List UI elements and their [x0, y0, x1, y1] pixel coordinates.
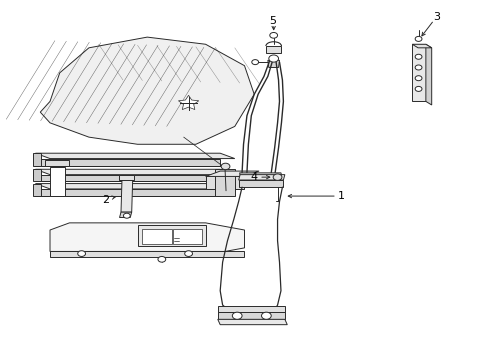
Text: 3: 3 — [432, 13, 439, 22]
Polygon shape — [411, 44, 431, 48]
Bar — [172, 229, 201, 244]
Polygon shape — [205, 176, 244, 189]
Polygon shape — [217, 312, 285, 319]
Text: 1: 1 — [338, 191, 345, 201]
Circle shape — [414, 36, 421, 41]
Polygon shape — [45, 160, 69, 166]
Circle shape — [78, 251, 85, 256]
Circle shape — [251, 60, 258, 64]
Bar — [137, 225, 205, 246]
Bar — [142, 229, 171, 244]
Bar — [33, 184, 41, 196]
Circle shape — [414, 54, 421, 59]
Bar — [33, 153, 41, 166]
Polygon shape — [119, 212, 131, 217]
Circle shape — [273, 174, 282, 180]
Polygon shape — [121, 180, 132, 212]
Polygon shape — [205, 171, 259, 176]
Polygon shape — [239, 173, 282, 180]
Polygon shape — [50, 223, 244, 251]
Polygon shape — [40, 37, 254, 144]
Polygon shape — [35, 158, 220, 166]
Polygon shape — [50, 251, 244, 257]
Text: 4: 4 — [250, 172, 257, 182]
Polygon shape — [178, 95, 198, 109]
Polygon shape — [217, 319, 287, 325]
Polygon shape — [266, 46, 281, 53]
Circle shape — [232, 312, 242, 319]
Polygon shape — [35, 175, 220, 181]
Polygon shape — [35, 169, 234, 175]
Circle shape — [414, 86, 421, 91]
Circle shape — [261, 312, 271, 319]
Polygon shape — [238, 175, 285, 180]
Polygon shape — [238, 180, 283, 187]
Circle shape — [414, 65, 421, 70]
Polygon shape — [411, 44, 425, 102]
Text: 2: 2 — [102, 195, 109, 204]
Polygon shape — [35, 189, 220, 196]
Bar — [33, 169, 41, 181]
Circle shape — [221, 163, 229, 170]
Polygon shape — [35, 184, 234, 189]
Circle shape — [123, 213, 130, 218]
Polygon shape — [35, 153, 234, 158]
Circle shape — [268, 55, 278, 62]
Polygon shape — [50, 167, 64, 196]
Polygon shape — [215, 169, 234, 196]
Circle shape — [414, 76, 421, 81]
Circle shape — [158, 256, 165, 262]
Circle shape — [184, 251, 192, 256]
Text: 5: 5 — [269, 16, 276, 26]
Polygon shape — [267, 60, 279, 67]
Polygon shape — [217, 306, 285, 312]
Circle shape — [269, 32, 277, 38]
Polygon shape — [425, 44, 431, 105]
Polygon shape — [119, 175, 133, 180]
